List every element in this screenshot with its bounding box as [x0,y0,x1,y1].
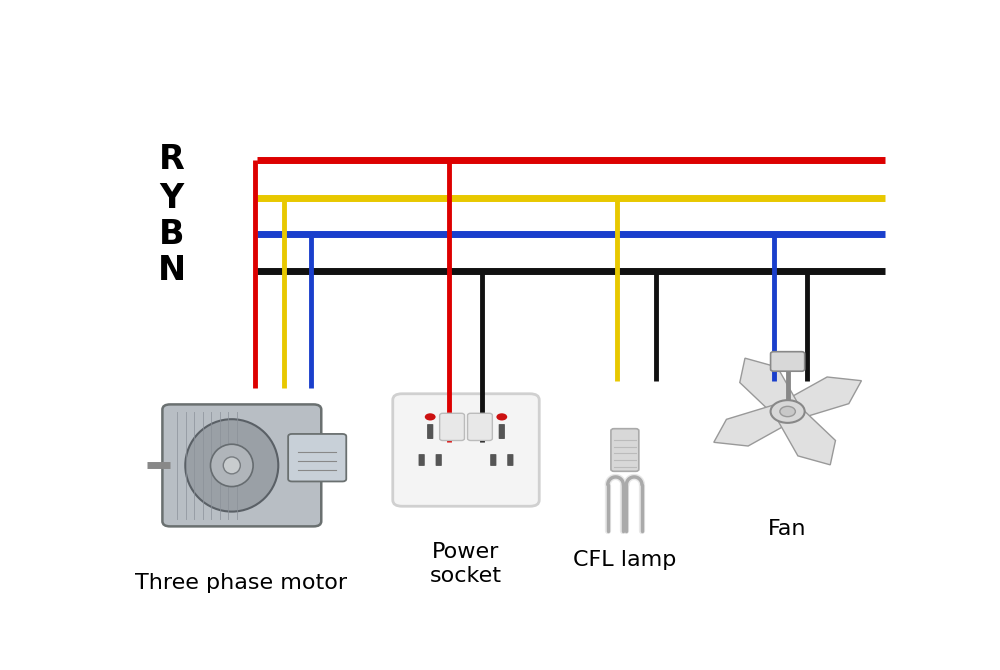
FancyBboxPatch shape [490,454,496,466]
FancyBboxPatch shape [419,454,425,466]
FancyBboxPatch shape [436,454,442,466]
FancyBboxPatch shape [427,424,433,439]
FancyBboxPatch shape [468,413,492,440]
FancyBboxPatch shape [288,434,346,482]
Polygon shape [714,403,795,446]
Circle shape [780,406,795,417]
Polygon shape [776,407,835,465]
Circle shape [771,400,805,423]
FancyBboxPatch shape [393,394,539,507]
Text: Three phase motor: Three phase motor [135,574,347,593]
FancyBboxPatch shape [162,405,321,527]
Text: N: N [157,254,186,287]
Text: B: B [159,218,184,251]
Text: CFL lamp: CFL lamp [573,550,677,570]
Circle shape [496,413,507,421]
FancyBboxPatch shape [611,429,639,471]
FancyBboxPatch shape [507,454,513,466]
Ellipse shape [210,444,253,486]
FancyBboxPatch shape [440,413,464,440]
Text: Power
socket: Power socket [430,543,502,586]
Polygon shape [740,358,800,417]
FancyBboxPatch shape [771,352,805,371]
Polygon shape [781,377,861,420]
Ellipse shape [185,419,278,512]
Circle shape [425,413,436,421]
Ellipse shape [223,457,240,474]
Text: Fan: Fan [768,519,807,539]
Text: R: R [159,143,184,176]
FancyBboxPatch shape [499,424,505,439]
Text: Y: Y [159,182,184,214]
